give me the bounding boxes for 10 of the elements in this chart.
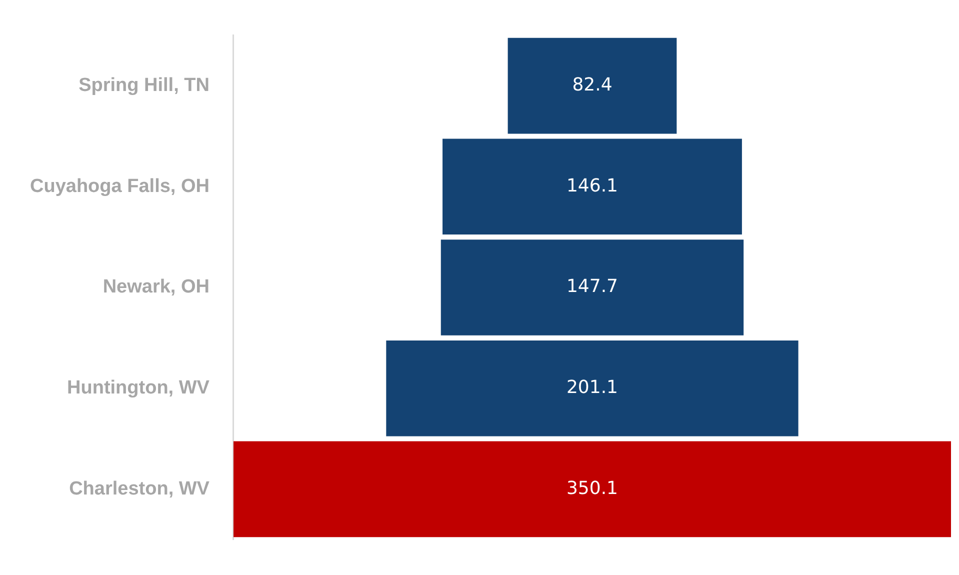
category-label: Huntington, WV: [67, 378, 210, 399]
data-label: 146.1: [566, 175, 618, 196]
category-label: Cuyahoga Falls, OH: [30, 176, 210, 197]
data-label: 82.4: [572, 74, 612, 96]
category-label: Newark, OH: [102, 276, 210, 298]
category-label: Charleston, WV: [69, 478, 210, 500]
category-label: Spring Hill, TN: [78, 75, 210, 96]
data-label: 147.7: [566, 276, 618, 298]
data-label: 201.1: [566, 377, 618, 398]
data-label: 350.1: [566, 478, 618, 499]
